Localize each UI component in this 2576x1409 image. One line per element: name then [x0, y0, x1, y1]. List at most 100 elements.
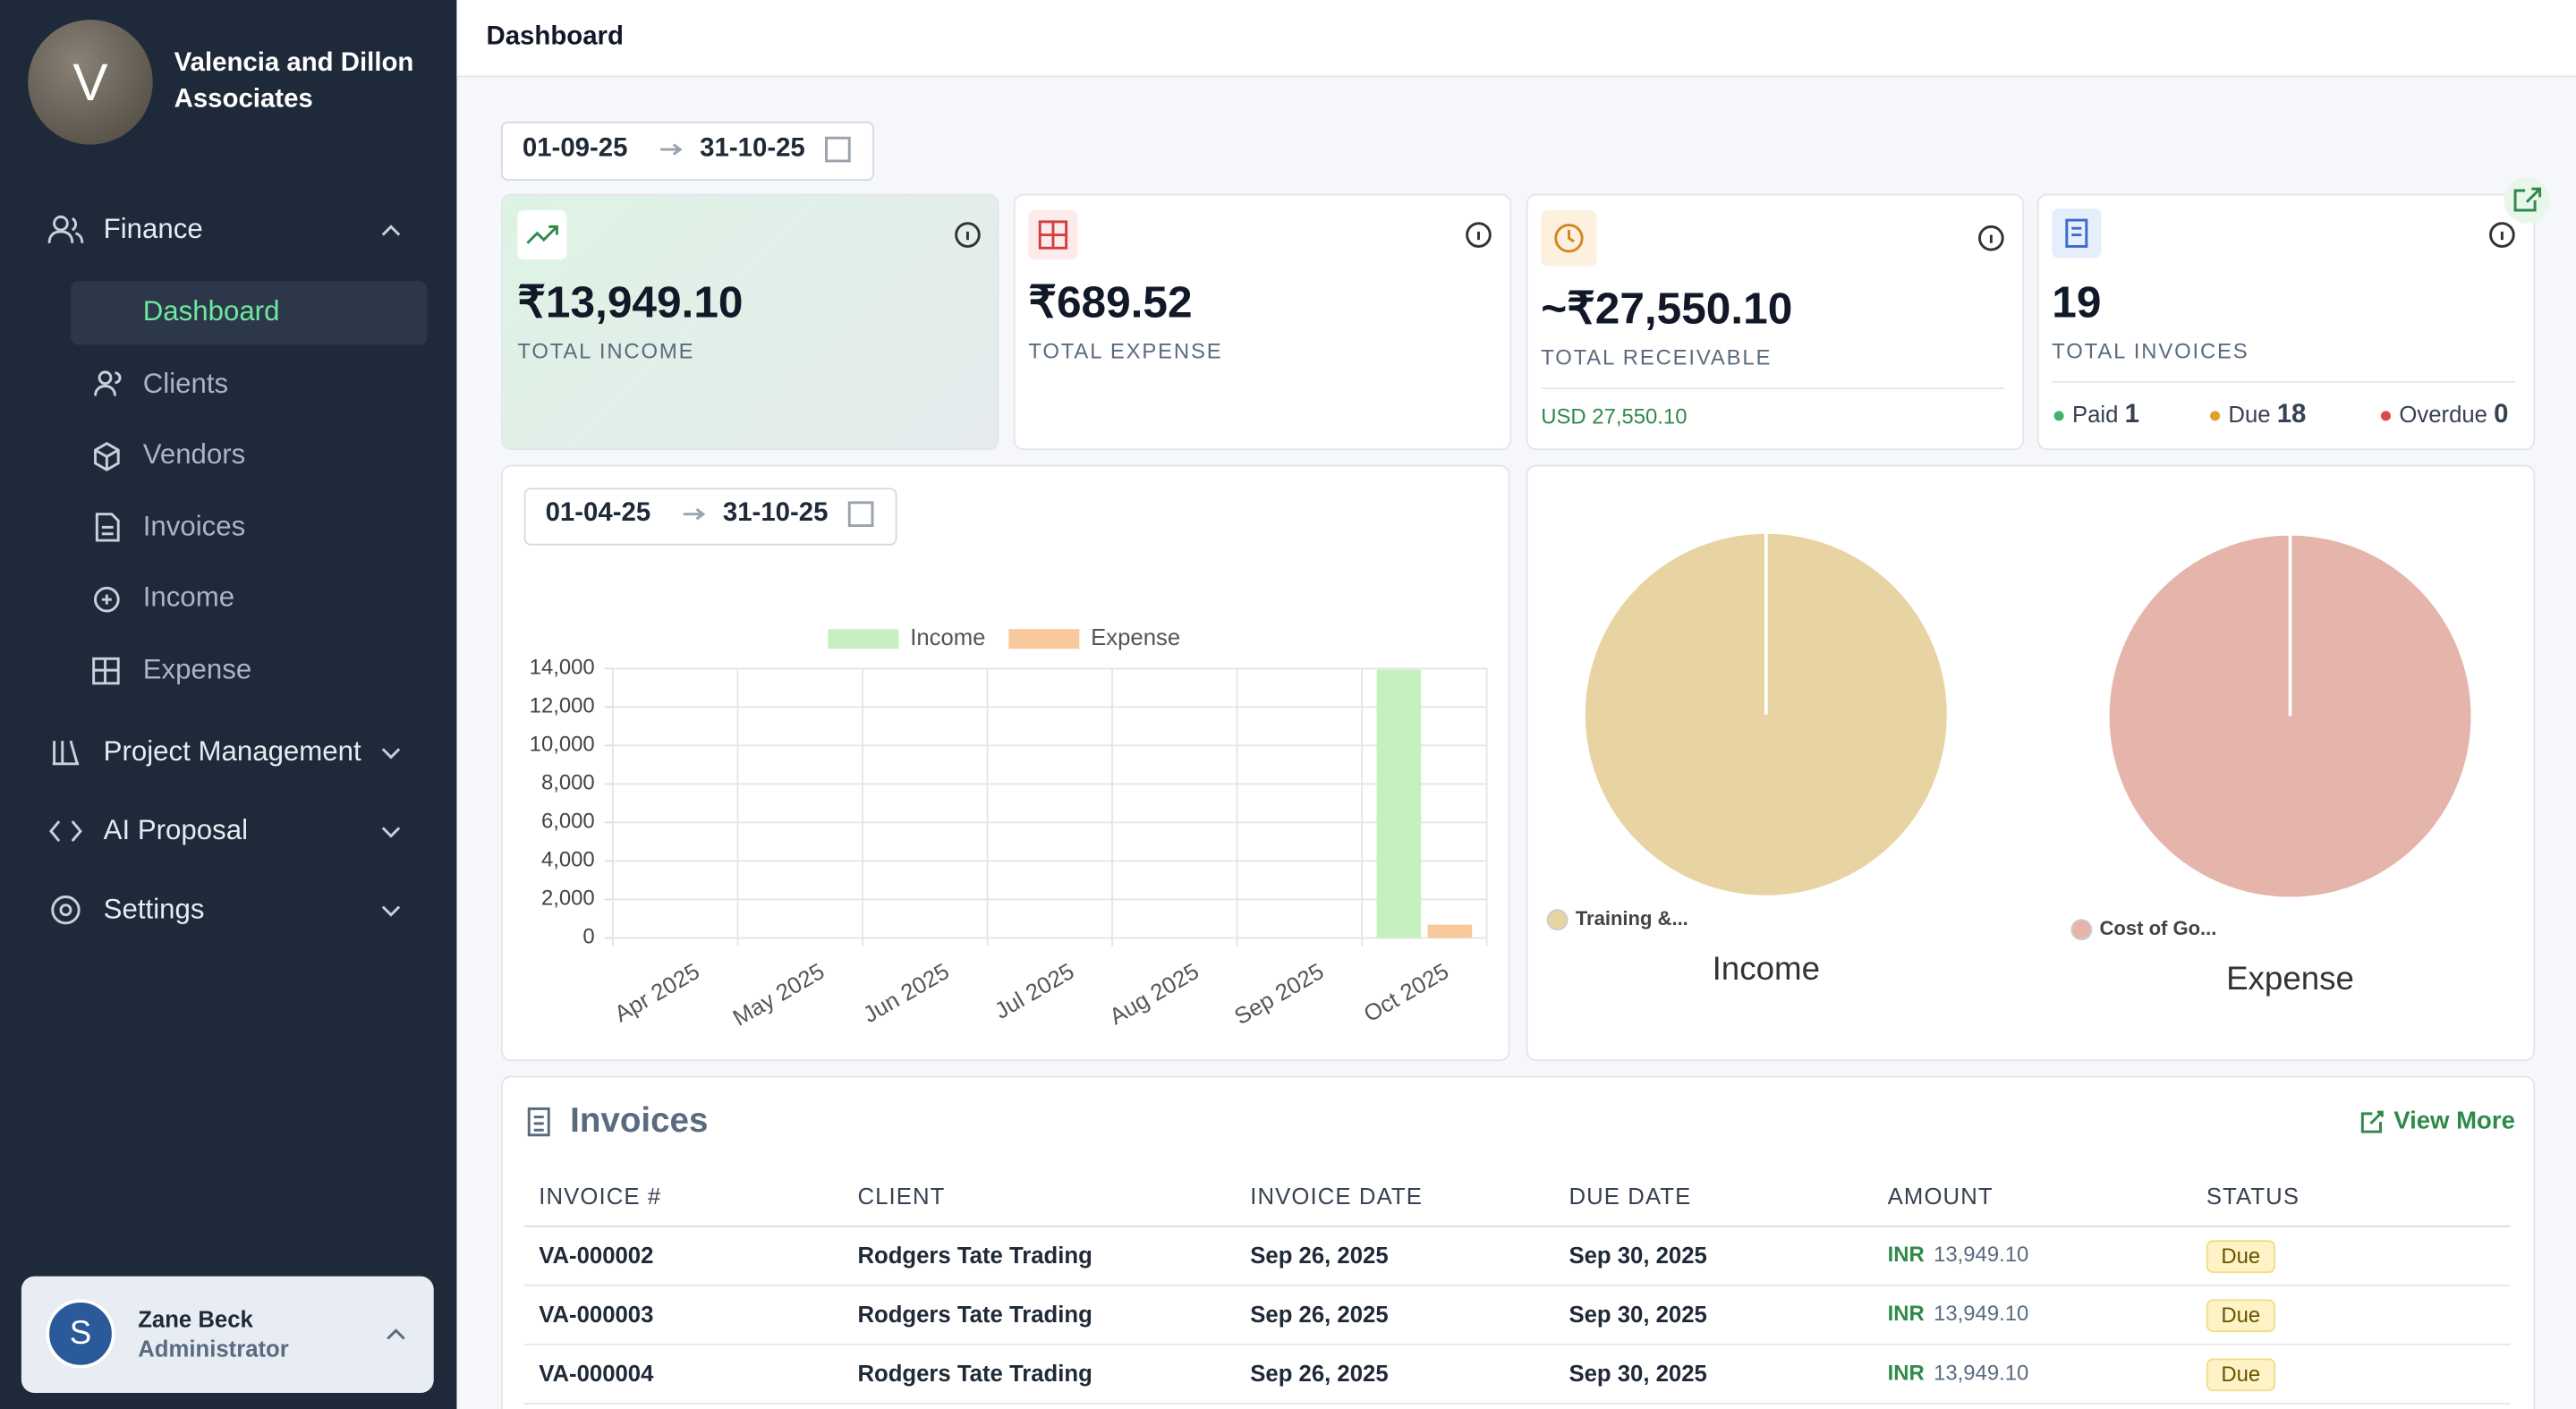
nav-invoices[interactable]: Invoices	[142, 511, 246, 542]
date-picker[interactable]	[501, 121, 874, 181]
y-tick-label: 6,000	[541, 810, 595, 834]
user-card[interactable]: S Zane Beck Administrator	[21, 1276, 434, 1394]
date-from: 01-09-25	[522, 134, 628, 163]
x-tick-label: Oct 2025	[1360, 959, 1453, 1027]
currency: INR	[1887, 1360, 1925, 1385]
date-to: 31-10-25	[700, 134, 805, 163]
cell: VA-000003	[539, 1301, 654, 1328]
date-to: 31-10-25	[722, 499, 829, 528]
view-more[interactable]: View More	[2393, 1107, 2515, 1135]
nav-expense[interactable]: Expense	[142, 653, 252, 685]
card-value: 19	[2052, 277, 2102, 327]
status-paid: ● Paid 1	[2052, 401, 2139, 429]
column-header: INVOICE DATE	[1250, 1182, 1424, 1210]
user-avatar: S	[46, 1299, 115, 1369]
row-line	[523, 1284, 2511, 1286]
cell: Sep 30, 2025	[1569, 1301, 1707, 1328]
x-tick-label: Jun 2025	[859, 959, 954, 1028]
row-line	[523, 1403, 2511, 1405]
user-role: Administrator	[138, 1335, 289, 1362]
status-count: 1	[2124, 401, 2139, 429]
cell: Sep 30, 2025	[1569, 1360, 1707, 1387]
cell: VA-000004	[539, 1360, 654, 1387]
column-header: INVOICE #	[539, 1182, 662, 1210]
legend-label: Expense	[1091, 625, 1180, 650]
org-name: Valencia and Dillon Associates	[174, 49, 414, 114]
cell: Sep 26, 2025	[1250, 1301, 1389, 1328]
date-from: 01-04-25	[545, 499, 651, 528]
nav-finance[interactable]: Finance	[103, 213, 203, 245]
column-header: STATUS	[2206, 1182, 2300, 1210]
card-label: TOTAL EXPENSE	[1028, 338, 1223, 363]
cell: VA-000002	[539, 1242, 654, 1269]
y-tick-label: 12,000	[530, 694, 595, 718]
nav-project[interactable]: Project Management	[103, 735, 361, 768]
nav-settings[interactable]: Settings	[103, 893, 205, 925]
y-tick-label: 0	[582, 925, 594, 949]
cell: Rodgers Tate Trading	[857, 1242, 1092, 1269]
y-tick-label: 14,000	[530, 656, 595, 680]
nav-dashboard[interactable]: Dashboard	[142, 295, 280, 327]
y-tick-label: 2,000	[541, 887, 595, 911]
x-tick-label: Aug 2025	[1106, 959, 1203, 1030]
pie-title: Income	[1713, 950, 1820, 987]
card-expense	[1013, 193, 1512, 451]
y-tick-label: 10,000	[530, 733, 595, 757]
pie-slice	[2105, 531, 2475, 901]
invoices-panel	[501, 1075, 2536, 1409]
nav-ai[interactable]: AI Proposal	[103, 814, 249, 846]
org-initial: V	[72, 52, 108, 112]
chevron	[387, 1328, 405, 1340]
legend-label: Income	[910, 625, 985, 650]
pie-slice	[1582, 530, 1951, 899]
status-count: 18	[2276, 401, 2307, 429]
currency: INR	[1887, 1301, 1925, 1326]
legend-label: Training &...	[1576, 907, 1688, 929]
currency: INR	[1887, 1242, 1925, 1267]
divider	[2052, 380, 2516, 383]
card-value: ₹689.52	[1028, 277, 1193, 327]
column-header: CLIENT	[857, 1182, 946, 1210]
amount: 13,949.10	[1934, 1301, 2029, 1326]
status-badge: Due	[2206, 1299, 2275, 1333]
sidebar: V Valencia and Dillon Associates Finance…	[0, 0, 457, 1409]
legend-swatch	[828, 629, 899, 649]
cell: Rodgers Tate Trading	[857, 1301, 1092, 1328]
invoices-title: Invoices	[570, 1102, 709, 1141]
card-label: TOTAL INCOME	[517, 338, 695, 363]
x-tick-label: Jul 2025	[990, 959, 1078, 1024]
user-name: Zane Beck	[138, 1305, 253, 1333]
amount: 13,949.10	[1934, 1360, 2029, 1385]
nav-clients[interactable]: Clients	[142, 368, 229, 400]
nav-income[interactable]: Income	[142, 581, 235, 613]
bar	[1427, 924, 1473, 938]
status-label: Overdue	[2399, 401, 2487, 428]
card-value: ₹13,949.10	[517, 277, 744, 327]
chart-panel	[501, 464, 1510, 1062]
nav-vendors[interactable]: Vendors	[142, 438, 246, 471]
nav-active-bg	[70, 280, 428, 345]
y-tick-label: 4,000	[541, 848, 595, 872]
pie-title: Expense	[2226, 960, 2354, 997]
legend-label: Cost of Go...	[2100, 917, 2217, 939]
org-avatar: V	[28, 20, 153, 145]
cell: Rodgers Tate Trading	[857, 1360, 1092, 1387]
card-label: TOTAL INVOICES	[2052, 338, 2249, 363]
x-tick-label: Apr 2025	[610, 959, 703, 1027]
date-picker[interactable]	[523, 488, 897, 546]
header-line	[523, 1225, 2511, 1227]
status-label: Paid	[2071, 401, 2119, 428]
amount: 13,949.10	[1934, 1242, 2029, 1267]
legend-dot	[2070, 919, 2093, 941]
status-label: Due	[2228, 401, 2271, 428]
status-overdue: ● Overdue 0	[2378, 401, 2509, 429]
card-value: ~₹27,550.10	[1541, 284, 1793, 334]
page-title: Dashboard	[486, 22, 624, 51]
cell: Sep 30, 2025	[1569, 1242, 1707, 1269]
status-due: ● Due 18	[2207, 401, 2307, 429]
divider	[1541, 387, 2005, 390]
row-line	[523, 1343, 2511, 1345]
